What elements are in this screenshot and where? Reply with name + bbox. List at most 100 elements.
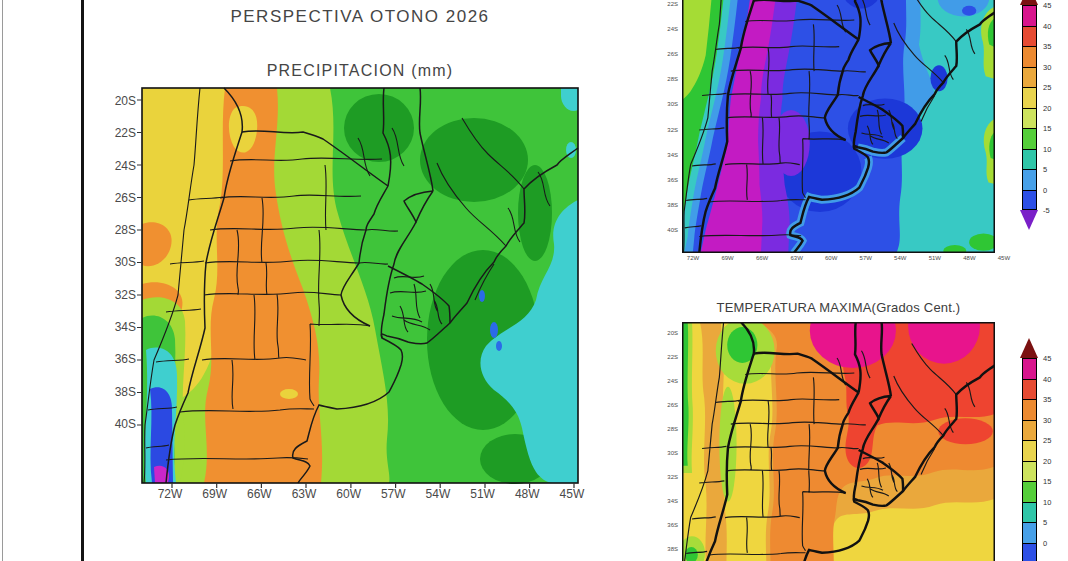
colorbar-tick — [1022, 46, 1037, 47]
lat-label: 38S — [115, 385, 136, 399]
tmin-lon-axis: 72W69W66W63W60W57W54W51W48W45W — [683, 255, 1014, 261]
precip-color-field — [142, 88, 578, 484]
tmax-lat-axis: 20S22S24S26S28S30S32S34S36S38S — [654, 330, 678, 552]
lon-label: 69W — [195, 487, 235, 501]
lon-label: 63W — [787, 255, 807, 261]
colorbar-tick-label: 35 — [1043, 42, 1051, 51]
tmax-map — [682, 322, 995, 561]
lon-label: 72W — [683, 255, 703, 261]
tmin-colorbar: 45 40 35 30 25 20 15 10 5 0 -5 — [1022, 0, 1066, 245]
colorbar-tick — [1022, 190, 1037, 191]
tmax-map-title: TEMPERATURA MAXIMA(Grados Cent.) — [672, 300, 1005, 315]
precip-map-title: PRECIPITACION (mm) — [142, 62, 578, 80]
colorbar-tick — [1022, 26, 1037, 27]
lon-label: 54W — [418, 487, 458, 501]
lat-label: 32S — [667, 474, 678, 480]
lon-label: 45W — [994, 255, 1014, 261]
lat-label: 36S — [115, 352, 136, 366]
lon-label: 69W — [718, 255, 738, 261]
precip-lon-axis: 72W 69W 66W 63W 60W 57W 54W 51W 48W 45W — [150, 487, 592, 501]
colorbar-tick — [1022, 169, 1037, 170]
tmin-color-field — [682, 0, 995, 253]
lat-label: 36S — [667, 177, 678, 183]
lat-label: 26S — [667, 51, 678, 57]
lon-label: 60W — [329, 487, 369, 501]
lat-label: 38S — [667, 202, 678, 208]
lon-label: 51W — [925, 255, 945, 261]
lat-label: 28S — [115, 223, 136, 237]
colorbar-tick — [1022, 379, 1037, 380]
colorbar-tick-label: -5 — [1043, 206, 1050, 215]
colorbar-tick-label: 15 — [1043, 124, 1051, 133]
page-title: PERSPECTIVA OTONO 2026 — [142, 7, 578, 27]
lat-label: 30S — [667, 450, 678, 456]
colorbar-tick — [1022, 502, 1037, 503]
lat-label: 30S — [667, 101, 678, 107]
lat-label: 22S — [115, 126, 136, 140]
colorbar-tick-label: 30 — [1043, 63, 1051, 72]
lat-label: 32S — [115, 288, 136, 302]
lon-label: 48W — [959, 255, 979, 261]
lon-label: 72W — [150, 487, 190, 501]
lat-label: 24S — [667, 378, 678, 384]
lat-label: 24S — [115, 159, 136, 173]
colorbar-tick-label: 15 — [1043, 477, 1051, 486]
lon-label: 48W — [507, 487, 547, 501]
precip-lat-axis: 20S22S24S26S28S30S32S34S36S38S40S — [102, 94, 136, 431]
colorbar-outline — [1022, 358, 1037, 561]
lat-label: 28S — [667, 76, 678, 82]
colorbar-tick-label: 0 — [1043, 539, 1047, 548]
colorbar-tick-label: 10 — [1043, 145, 1051, 154]
colorbar-tick-label: 45 — [1043, 354, 1051, 363]
colorbar-tick-label: 10 — [1043, 498, 1051, 507]
colorbar-tick — [1022, 440, 1037, 441]
colorbar-tick-label: 20 — [1043, 104, 1051, 113]
colorbar-tick-label: 5 — [1043, 518, 1047, 527]
lat-label: 32S — [667, 127, 678, 133]
lat-label: 38S — [667, 546, 678, 552]
colorbar-tick-label: 25 — [1043, 83, 1051, 92]
colorbar-tick-label: 40 — [1043, 22, 1051, 31]
lon-label: 57W — [373, 487, 413, 501]
tmax-colorbar: 454035302520151050-5 — [1022, 338, 1066, 561]
colorbar-tick — [1022, 67, 1037, 68]
colorbar-tick — [1022, 128, 1037, 129]
lon-label: 66W — [239, 487, 279, 501]
colorbar-tick-label: 45 — [1043, 1, 1051, 10]
lat-label: 20S — [667, 330, 678, 336]
lat-label: 34S — [115, 320, 136, 334]
precipitation-map — [134, 84, 586, 496]
lat-label: 26S — [115, 191, 136, 205]
colorbar-tick-label: 25 — [1043, 436, 1051, 445]
colorbar-tick — [1022, 522, 1037, 523]
lat-label: 34S — [667, 498, 678, 504]
lon-label: 66W — [752, 255, 772, 261]
outer-border-line — [2, 0, 3, 561]
lat-label: 28S — [667, 426, 678, 432]
colorbar-tick-label: 30 — [1043, 416, 1051, 425]
lon-label: 54W — [890, 255, 910, 261]
colorbar-tick-label: 40 — [1043, 375, 1051, 384]
lon-label: 51W — [463, 487, 503, 501]
lat-label: 40S — [667, 227, 678, 233]
lat-label: 22S — [667, 354, 678, 360]
lat-label: 34S — [667, 152, 678, 158]
colorbar-tick — [1022, 461, 1037, 462]
colorbar-tick — [1022, 87, 1037, 88]
colorbar-tick-label: 0 — [1043, 186, 1047, 195]
colorbar-tick — [1022, 481, 1037, 482]
lat-label: 36S — [667, 522, 678, 528]
colorbar-tick — [1022, 108, 1037, 109]
colorbar-tick-label: 5 — [1043, 165, 1047, 174]
tmin-map — [682, 0, 995, 253]
colorbar-tick — [1022, 399, 1037, 400]
colorbar-overflow-bottom-arrow — [1020, 210, 1038, 230]
lon-label: 63W — [284, 487, 324, 501]
colorbar-overflow-top-arrow — [1020, 338, 1038, 358]
colorbar-tick-label: 20 — [1043, 457, 1051, 466]
lon-label: 45W — [552, 487, 592, 501]
lat-label: 24S — [667, 26, 678, 32]
lon-label: 57W — [856, 255, 876, 261]
lat-label: 40S — [115, 417, 136, 431]
tmin-lat-axis: 22S24S26S28S30S32S34S36S38S40S — [654, 1, 678, 233]
